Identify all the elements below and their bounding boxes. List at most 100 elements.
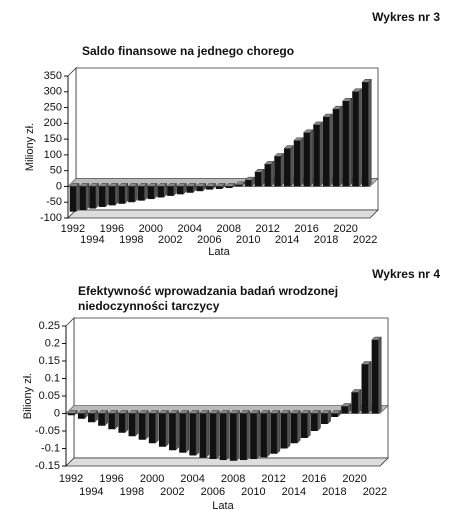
bar-side	[195, 410, 200, 456]
bar	[270, 413, 277, 454]
bar-side	[276, 410, 281, 455]
x-tick-label: 2000	[139, 223, 163, 235]
bar-side	[299, 137, 304, 187]
bar	[148, 413, 156, 444]
x-tick-label: 1992	[59, 473, 83, 485]
y-tick-label: -0.1	[41, 442, 60, 454]
bar	[313, 124, 320, 187]
y-tick-label: 300	[44, 86, 62, 98]
bar	[128, 186, 135, 203]
bar-side	[368, 78, 372, 187]
bar	[361, 82, 369, 187]
x-tick-label: 1994	[79, 486, 103, 498]
bar	[138, 413, 146, 440]
bar	[260, 413, 267, 458]
bar	[245, 180, 252, 187]
y-axis-label: Biliony zł.	[22, 373, 34, 419]
bar	[88, 413, 95, 423]
x-tick-label: 2002	[160, 486, 184, 498]
bar-side	[85, 182, 89, 211]
bar-side	[378, 336, 382, 414]
y-tick-label: -100	[40, 212, 62, 224]
bar-side	[215, 410, 220, 460]
bar-side	[290, 145, 294, 187]
bar	[264, 164, 271, 187]
bar-side	[124, 410, 129, 434]
bar	[189, 413, 196, 456]
bar-side	[270, 160, 275, 187]
bar	[331, 413, 338, 417]
x-tick-label: 2020	[342, 473, 366, 485]
floor	[67, 209, 379, 219]
bar	[179, 413, 186, 453]
bar-side	[155, 410, 159, 444]
bar-side	[286, 410, 291, 449]
caption: Wykres nr 3	[372, 10, 440, 24]
y-tick-label: 0.1	[45, 372, 60, 384]
bar	[342, 101, 349, 187]
bar	[108, 413, 115, 430]
bar	[284, 148, 291, 187]
x-tick-label: 2022	[353, 234, 377, 246]
bar-side	[367, 361, 372, 414]
x-tick-label: 2008	[221, 473, 245, 485]
bar	[98, 186, 106, 207]
bar-side	[256, 410, 260, 460]
x-tick-label: 2002	[158, 234, 182, 246]
x-tick-label: 2016	[294, 223, 318, 235]
bar	[118, 413, 126, 433]
bar	[290, 413, 298, 444]
bar	[169, 413, 176, 451]
bar-side	[124, 182, 128, 205]
bar-side	[319, 121, 323, 187]
bar-side	[175, 410, 179, 451]
bar-side	[338, 105, 343, 187]
x-tick-label: 2010	[236, 234, 260, 246]
bar	[341, 406, 348, 414]
bar	[320, 413, 328, 424]
bar	[206, 186, 213, 190]
bar	[69, 186, 77, 212]
bar	[351, 392, 358, 414]
x-tick-label: 2018	[322, 486, 346, 498]
bar	[176, 186, 184, 195]
bar	[186, 186, 193, 193]
bar-side	[246, 410, 250, 461]
bar	[254, 172, 262, 187]
x-tick-label: 2006	[201, 486, 225, 498]
y-tick-label: 250	[44, 101, 62, 113]
bar-side	[236, 410, 240, 462]
bar-side	[296, 410, 301, 444]
bar-side	[357, 389, 362, 414]
x-axis-label: Lata	[208, 246, 230, 258]
bar-side	[165, 410, 169, 448]
x-tick-label: 2010	[241, 486, 265, 498]
x-tick-label: 2006	[197, 234, 221, 246]
bar	[274, 156, 281, 187]
y-tick-label: 0.2	[45, 337, 60, 349]
bar	[215, 186, 223, 189]
y-tick-label: 150	[44, 133, 62, 145]
y-tick-label: 350	[44, 70, 62, 82]
bar-side	[134, 410, 139, 437]
y-tick-label: 0.05	[39, 390, 60, 402]
x-tick-label: 2014	[275, 234, 299, 246]
bar-side	[280, 152, 284, 187]
bar	[79, 186, 86, 211]
x-tick-label: 2000	[140, 473, 164, 485]
bar	[196, 186, 203, 192]
x-tick-label: 2008	[216, 223, 240, 235]
x-tick-label: 2004	[180, 473, 204, 485]
x-tick-label: 2020	[333, 223, 357, 235]
bar-side	[266, 410, 271, 458]
bar	[280, 413, 288, 449]
caption: Wykres nr 4	[372, 267, 440, 281]
bar	[239, 413, 247, 461]
bar-side	[329, 113, 333, 187]
bar	[167, 186, 174, 196]
bar	[371, 340, 379, 414]
bar	[89, 186, 96, 209]
bar-side	[205, 410, 210, 459]
bar-side	[309, 129, 314, 187]
